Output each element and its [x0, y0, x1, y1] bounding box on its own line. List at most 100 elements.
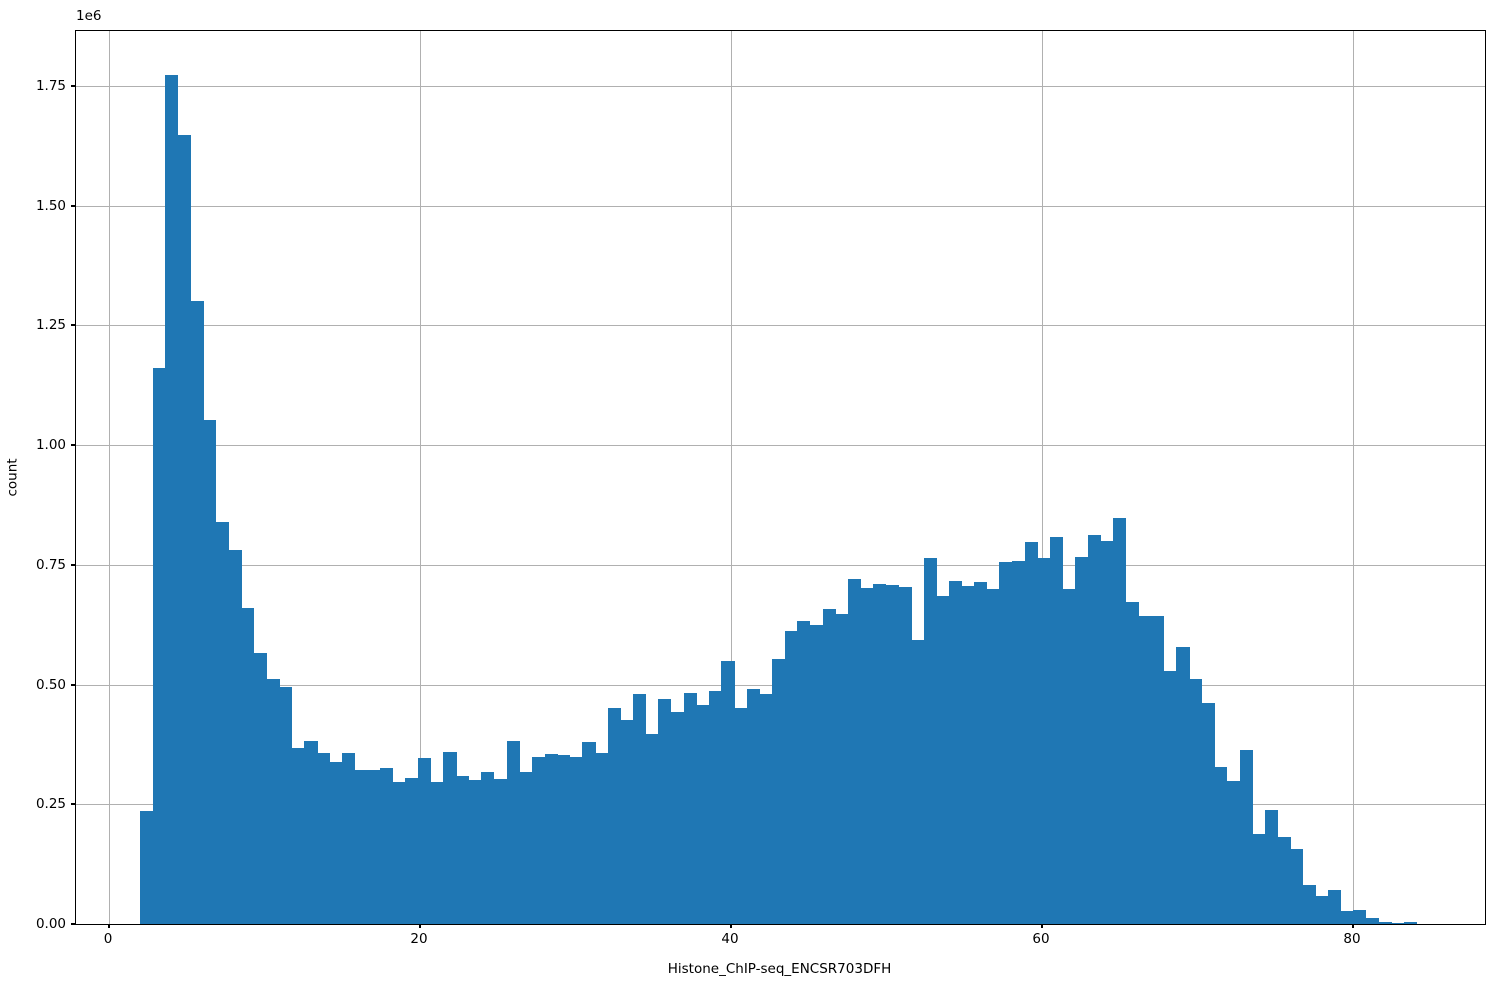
histogram-bar — [418, 758, 432, 924]
histogram-bar — [835, 613, 849, 924]
histogram-bar — [999, 562, 1013, 924]
histogram-bar — [140, 811, 154, 924]
histogram-bar — [1403, 922, 1418, 924]
histogram-bar — [1365, 918, 1380, 924]
histogram-bar — [1252, 833, 1266, 924]
histogram-bar — [557, 754, 571, 924]
histogram-bar — [1125, 602, 1139, 924]
histogram-bar — [595, 752, 609, 924]
histogram-bar — [1050, 536, 1064, 924]
histogram-bar — [936, 595, 950, 924]
histogram-bar — [771, 659, 786, 924]
histogram-bar — [746, 689, 760, 924]
histogram-bar — [708, 690, 722, 924]
x-gridline — [731, 31, 732, 924]
y-tick-mark — [71, 803, 75, 805]
x-gridline — [1042, 31, 1043, 924]
y-tick-label: 0.50 — [35, 677, 66, 693]
histogram-bar — [531, 757, 545, 924]
y-tick-mark — [71, 444, 75, 446]
x-tick-mark — [419, 924, 421, 928]
histogram-bar — [253, 653, 267, 924]
histogram-bar — [1138, 616, 1152, 924]
y-tick-label: 1.25 — [35, 317, 66, 333]
histogram-bar — [670, 711, 684, 924]
histogram-bar — [620, 719, 634, 924]
histogram-bar — [923, 557, 937, 924]
histogram-bar — [582, 741, 596, 924]
histogram-bar — [1113, 518, 1127, 924]
histogram-bar — [519, 771, 533, 924]
histogram-bar — [228, 550, 242, 924]
histogram-bar — [696, 704, 710, 924]
y-tick-label: 0.25 — [35, 796, 66, 812]
histogram-bar — [1302, 885, 1316, 924]
histogram-bar — [1163, 671, 1177, 924]
histogram-bar — [342, 753, 356, 924]
histogram-bar — [1391, 923, 1405, 924]
histogram-bar — [607, 707, 621, 924]
y-axis-offset-label: 1e6 — [76, 8, 102, 24]
histogram-bar — [1012, 560, 1026, 924]
histogram-bar — [1264, 810, 1278, 924]
histogram-bar — [481, 771, 495, 924]
y-tick-mark — [71, 85, 75, 87]
histogram-bar — [569, 757, 583, 924]
histogram-bar — [986, 588, 1000, 924]
histogram-bar — [1277, 837, 1291, 924]
y-tick-label: 0.00 — [35, 916, 66, 932]
histogram-bar — [317, 753, 331, 924]
x-gridline — [1353, 31, 1354, 924]
histogram-bar — [380, 768, 394, 924]
x-gridline — [420, 31, 421, 924]
histogram-bar — [948, 580, 963, 924]
x-axis-label: Histone_ChIP-seq_ENCSR703DFH — [667, 961, 892, 977]
histogram-bar — [873, 584, 887, 924]
histogram-bar — [797, 620, 811, 924]
histogram-bar — [329, 761, 343, 924]
x-tick-label: 20 — [410, 931, 428, 947]
histogram-bar — [1075, 556, 1089, 924]
histogram-bar — [405, 778, 419, 924]
y-tick-mark — [71, 684, 75, 686]
histogram-bar — [847, 579, 861, 924]
x-tick-label: 80 — [1343, 931, 1361, 947]
y-gridline — [76, 206, 1485, 207]
histogram-bar — [203, 419, 217, 924]
histogram-bar — [898, 587, 912, 924]
histogram-bar — [241, 607, 255, 924]
histogram-bar — [456, 775, 470, 924]
histogram-bar — [1024, 542, 1038, 924]
histogram-bar — [468, 780, 482, 924]
histogram-bar — [822, 609, 836, 924]
histogram-bar — [1340, 911, 1354, 924]
histogram-bar — [493, 779, 508, 924]
y-gridline — [76, 445, 1485, 446]
histogram-bar — [1189, 679, 1203, 924]
x-tick-label: 40 — [721, 931, 739, 947]
y-tick-label: 1.75 — [35, 78, 66, 94]
histogram-bar — [784, 631, 798, 924]
histogram-bar — [367, 770, 381, 924]
histogram-bar — [809, 625, 824, 924]
histogram-bar — [1176, 646, 1190, 924]
histogram-bar — [266, 678, 280, 924]
histogram-bar — [645, 733, 659, 924]
histogram-bar — [443, 751, 457, 924]
histogram-bar — [683, 692, 697, 924]
histogram-bar — [291, 747, 305, 924]
plot-area — [75, 30, 1486, 925]
histogram-bar — [911, 640, 925, 924]
histogram-bar — [279, 686, 293, 924]
y-tick-mark — [71, 205, 75, 207]
histogram-bar — [354, 770, 369, 924]
y-tick-label: 0.75 — [35, 557, 66, 573]
histogram-bar — [1239, 750, 1253, 924]
y-tick-label: 1.50 — [35, 198, 66, 214]
x-tick-label: 0 — [103, 931, 113, 947]
histogram-bar — [215, 521, 230, 924]
histogram-bar — [1062, 588, 1076, 924]
histogram-bar — [759, 694, 773, 924]
histogram-bar — [544, 753, 558, 924]
